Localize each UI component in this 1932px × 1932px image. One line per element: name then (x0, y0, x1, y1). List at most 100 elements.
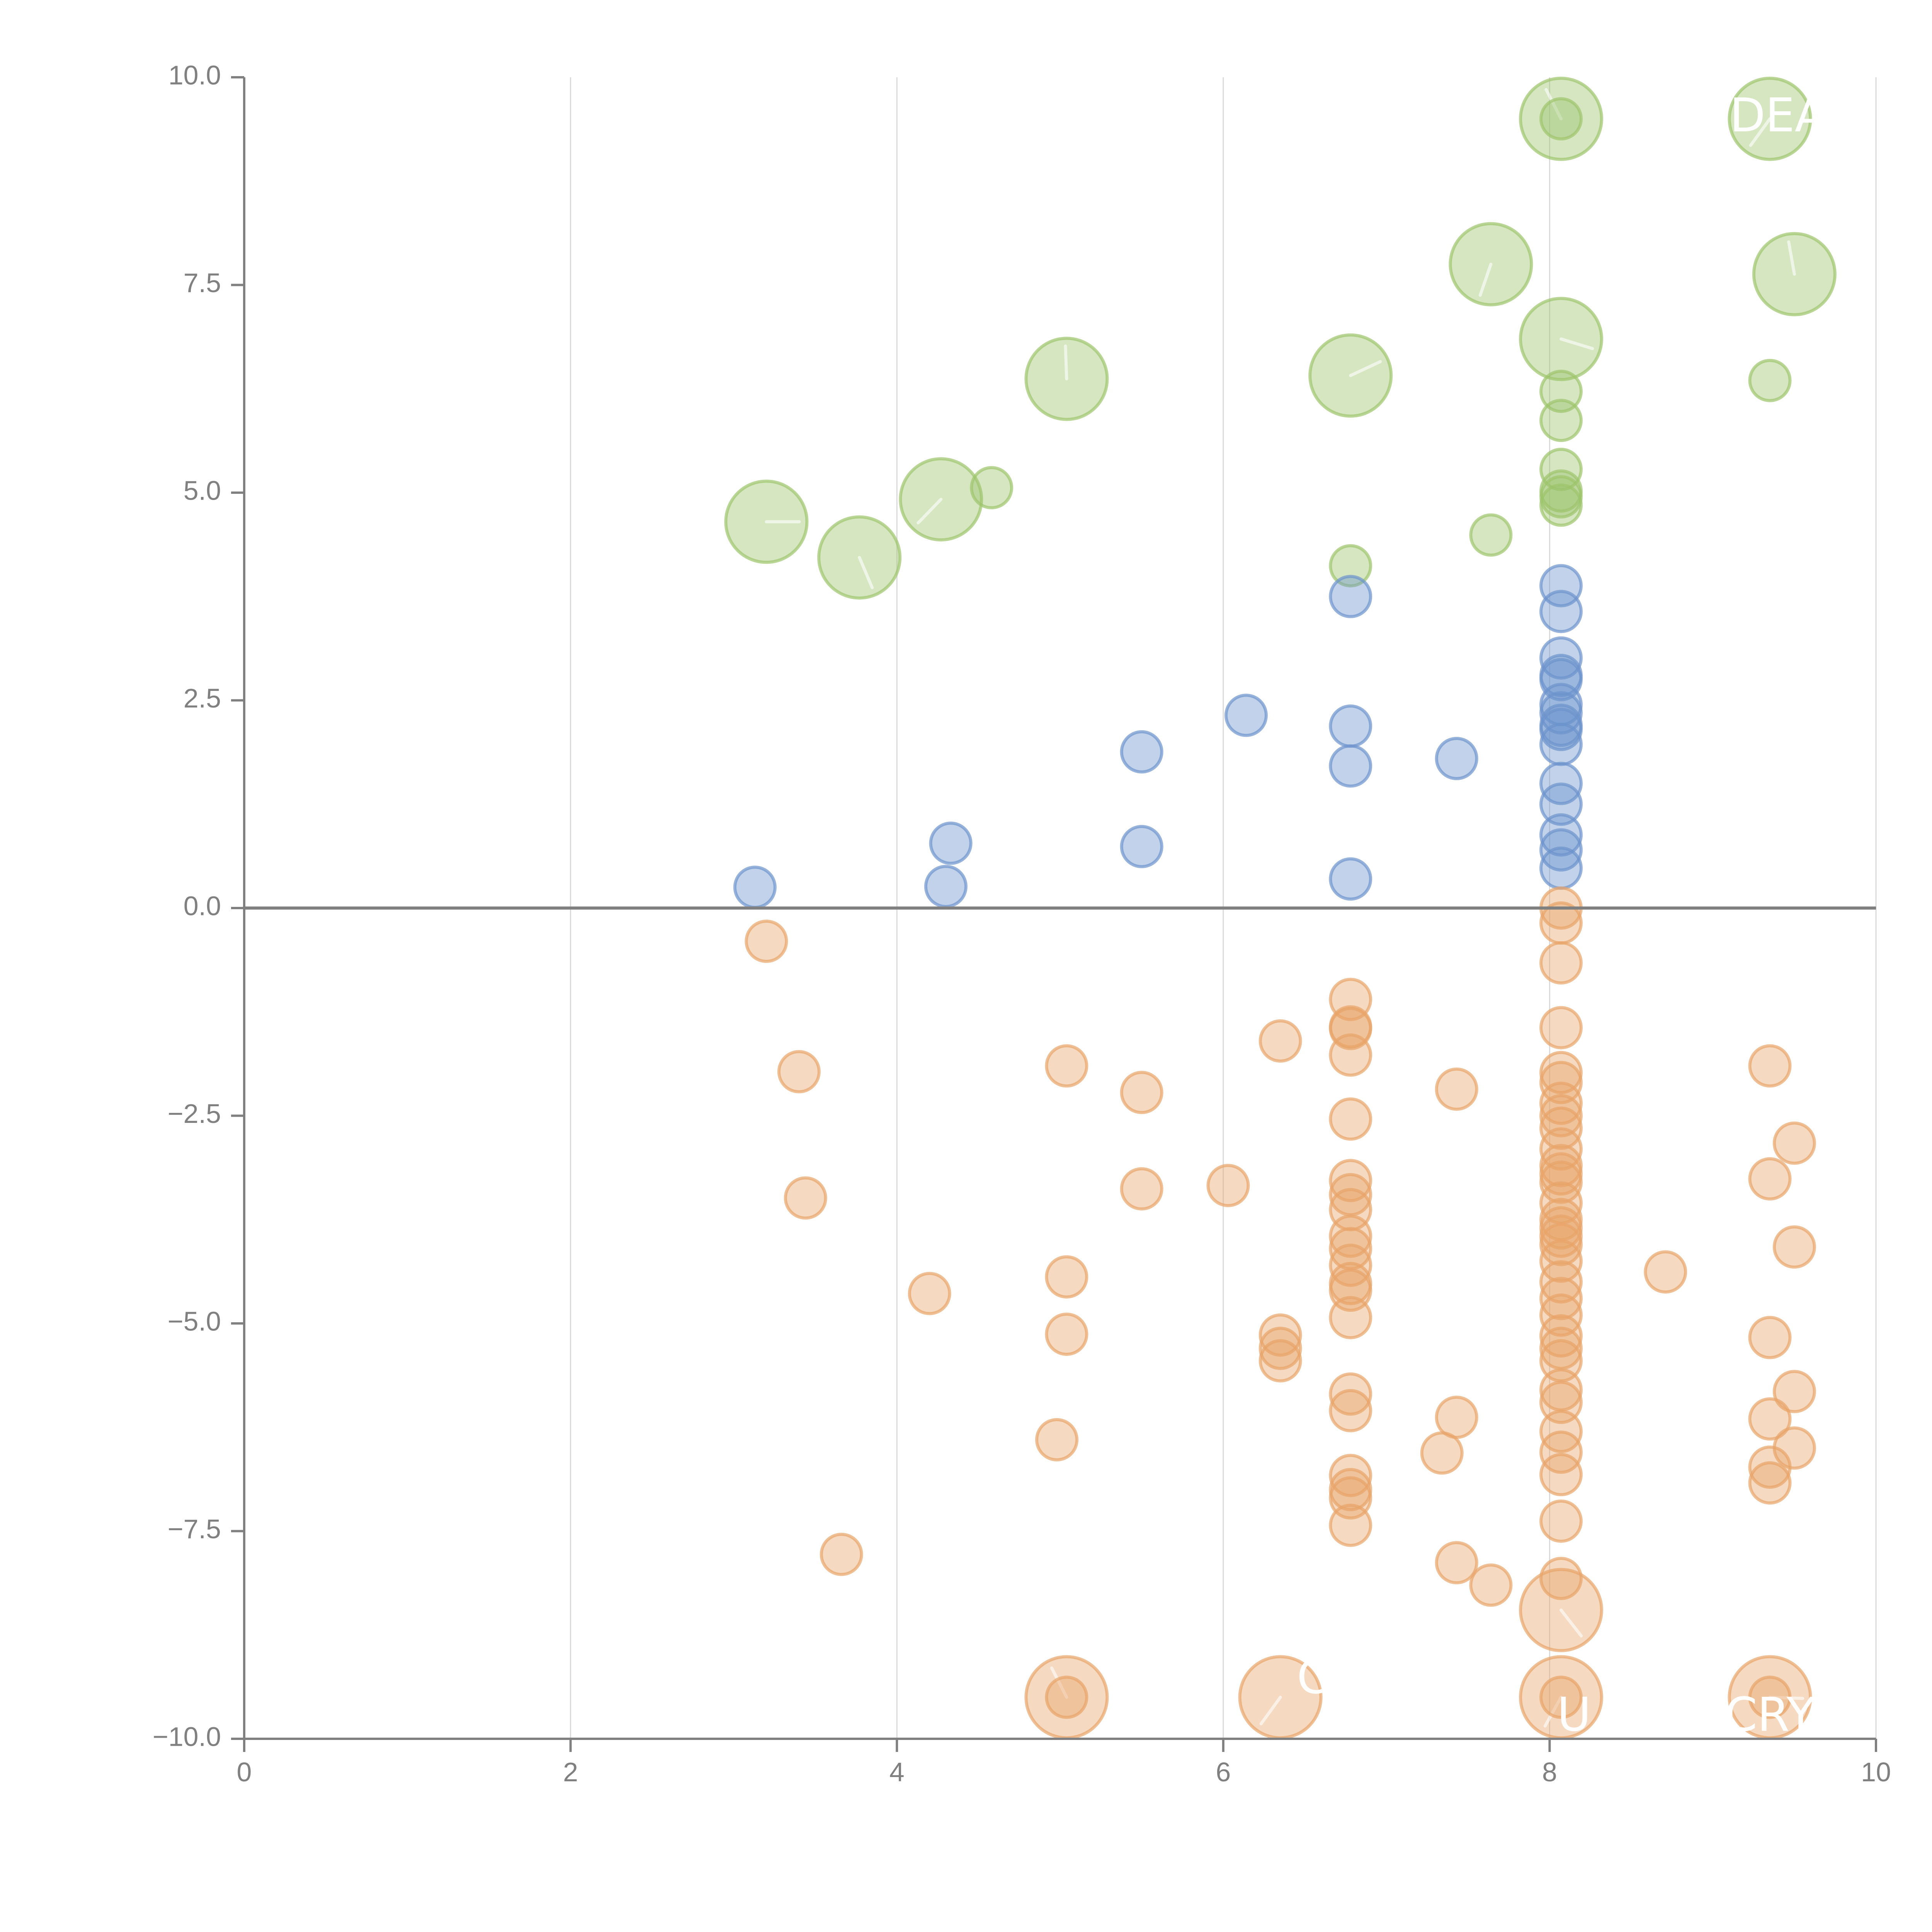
bubble-orange-43 (1469, 1563, 1513, 1607)
bubble-green-17 (1539, 483, 1583, 527)
bubble-blue-3 (1120, 730, 1163, 774)
y-tick-label-4: 0.0 (184, 891, 221, 921)
bubble-blue-4 (1120, 825, 1163, 868)
bubble-orange-22 (1329, 1033, 1372, 1077)
bubble-green-19 (1748, 359, 1792, 402)
y-tick-label-1: 7.5 (184, 268, 221, 298)
x-tick-label-5: 10 (1861, 1757, 1891, 1787)
bubble-blue-8 (1329, 744, 1372, 788)
bubble-green-8 (1469, 513, 1513, 557)
bubble-orange-6 (1045, 1044, 1088, 1088)
bubble-orange-38 (1329, 1503, 1372, 1547)
bubble-orange-11 (1120, 1071, 1163, 1114)
bubble-orange-23 (1329, 1097, 1372, 1141)
bubble-blue-15 (1539, 658, 1583, 701)
x-tick-label-2: 4 (889, 1757, 905, 1787)
y-tick-label-5: −2.5 (168, 1099, 221, 1129)
bubble-pointer-orange-9 (1050, 1666, 1068, 1699)
bubble-orange-40 (1435, 1067, 1478, 1111)
bubble-pointer-green-20 (1787, 240, 1796, 276)
bubble-green-10 (1539, 97, 1583, 141)
bubble-orange-5 (1035, 1418, 1079, 1461)
bubble-orange-53 (1539, 1127, 1583, 1171)
bubble-orange-66 (1539, 1314, 1583, 1358)
bubble-orange-78 (1539, 1675, 1583, 1719)
annotation-label-2: C (1297, 1651, 1329, 1704)
bubble-orange-34 (1329, 1389, 1372, 1432)
bubble-blue-1 (924, 865, 968, 908)
bubble-orange-42 (1435, 1541, 1478, 1585)
bubble-orange-50 (1539, 1082, 1583, 1125)
bubble-orange-16 (1259, 1327, 1302, 1370)
bubble-orange-51 (1539, 1094, 1583, 1138)
bubble-orange-72 (1539, 1430, 1583, 1474)
bubble-orange-80 (1748, 1044, 1792, 1088)
bubble-blue-24 (1539, 828, 1583, 872)
x-tick-label-0: 0 (237, 1757, 252, 1787)
bubble-blue-10 (1435, 737, 1478, 780)
x-tick-label-1: 2 (563, 1757, 578, 1787)
bubble-orange-4 (908, 1272, 951, 1315)
bubble-pointer-green-2 (917, 498, 943, 525)
bubble-orange-14 (1259, 1019, 1302, 1063)
bubble-orange-48 (1539, 1051, 1583, 1094)
bubble-blue-22 (1539, 782, 1583, 826)
bubble-orange-33 (1329, 1372, 1372, 1416)
x-tick-label-3: 6 (1216, 1757, 1231, 1787)
bubble-orange-63 (1539, 1260, 1583, 1304)
bubble-orange-47 (1539, 1006, 1583, 1049)
bubble-orange-82 (1748, 1316, 1792, 1359)
bubbles (724, 77, 1837, 1740)
bubble-orange-73 (1539, 1453, 1583, 1497)
bubble-blue-12 (1539, 590, 1583, 633)
bubble-orange-32 (1329, 1296, 1372, 1339)
annotation-label-1: DEA (1730, 89, 1826, 143)
bubble-orange-0 (745, 920, 788, 963)
bubble-pointer-green-9 (1544, 88, 1563, 121)
bubble-pointer-orange-86 (1768, 1696, 1804, 1700)
bubble-blue-17 (1539, 691, 1583, 735)
bubble-orange-91 (1772, 1426, 1816, 1470)
bubble-pointer-orange-76 (1559, 1608, 1583, 1638)
bubble-pointer-green-18 (1749, 117, 1772, 147)
bubble-orange-64 (1539, 1277, 1583, 1320)
bubble-orange-90 (1772, 1370, 1816, 1413)
bubble-blue-25 (1539, 846, 1583, 890)
bubble-orange-61 (1539, 1223, 1583, 1266)
bubble-blue-19 (1539, 707, 1583, 751)
bubble-green-3 (970, 466, 1014, 510)
bubble-blue-9 (1329, 857, 1372, 901)
annotation-label-3: U (1557, 1688, 1591, 1742)
bubble-orange-74 (1539, 1499, 1583, 1543)
bubble-blue-23 (1539, 813, 1583, 857)
y-tick-label-2: 5.0 (184, 475, 221, 505)
bubble-blue-0 (733, 866, 777, 909)
bubble-orange-35 (1329, 1454, 1372, 1497)
bubble-pointer-green-4 (1064, 344, 1068, 381)
bubble-orange-1 (777, 1050, 821, 1094)
bubble-pointer-green-11 (1559, 337, 1594, 350)
x-tick-label-4: 8 (1542, 1757, 1557, 1787)
bubble-orange-75 (1539, 1557, 1583, 1600)
axes: 10.0 7.5 5.0 2.5 0.0 −2.5 −5.0 −7.5 −10.0 0 2 4 6 8 10 (153, 60, 1891, 1787)
bubble-blue-2 (929, 821, 973, 865)
bubble-pointer-green-1 (858, 556, 874, 589)
bubble-blue-6 (1329, 575, 1372, 618)
bubble-blue-5 (1224, 694, 1268, 737)
bubble-pointer-orange-77 (1543, 1696, 1563, 1728)
bubble-orange-79 (1644, 1250, 1687, 1294)
bubble-pointer-orange-18 (1259, 1696, 1282, 1726)
bubble-orange-46 (1539, 941, 1583, 985)
bubble-orange-29 (1329, 1243, 1372, 1287)
annotations: A DEA C U CRY (1297, 89, 1827, 1742)
bubble-green-6 (1329, 544, 1372, 588)
bubble-orange-8 (1045, 1312, 1088, 1356)
bubble-orange-89 (1772, 1225, 1816, 1269)
bubble-orange-10 (1045, 1675, 1088, 1719)
bubble-orange-7 (1045, 1255, 1088, 1299)
bubble-orange-81 (1748, 1157, 1792, 1201)
bubble-pointer-green-5 (1349, 360, 1382, 377)
bubble-orange-88 (1772, 1121, 1816, 1165)
annotation-label-4: CRY (1725, 1688, 1815, 1742)
